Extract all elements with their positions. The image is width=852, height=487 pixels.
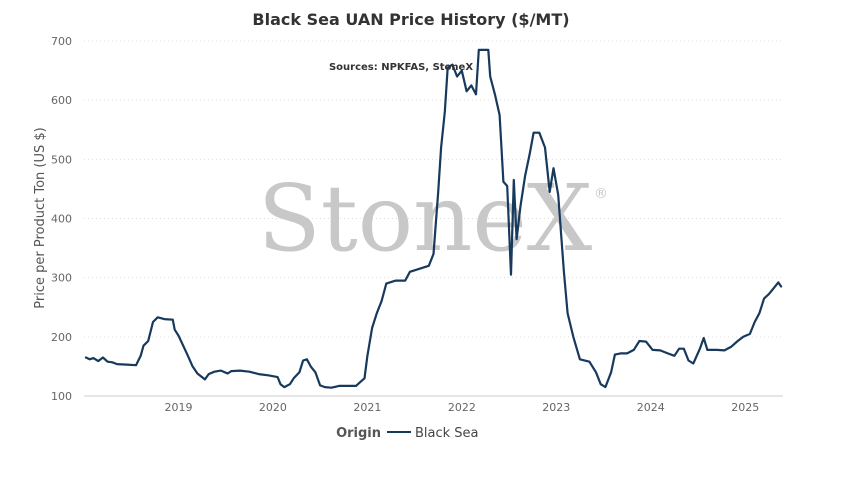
legend-item-black-sea[interactable]: Black Sea bbox=[415, 426, 479, 441]
x-tick-label: 2025 bbox=[731, 401, 759, 414]
y-tick-label: 200 bbox=[51, 331, 72, 344]
legend-title: Origin bbox=[336, 426, 381, 441]
y-tick-label: 300 bbox=[51, 272, 72, 285]
x-tick-label: 2022 bbox=[448, 401, 476, 414]
series-line-black-sea[interactable] bbox=[84, 48, 783, 389]
x-tick-label: 2024 bbox=[637, 401, 665, 414]
chart-title: Black Sea UAN Price History ($/MT) bbox=[252, 10, 569, 29]
series-layer bbox=[84, 48, 783, 389]
watermark-text: StoneX bbox=[258, 165, 593, 272]
x-tick-label: 2023 bbox=[542, 401, 570, 414]
legend[interactable]: Origin Black Sea bbox=[336, 426, 478, 441]
y-tick-label: 500 bbox=[51, 153, 72, 166]
grid bbox=[84, 40, 783, 397]
x-tick-label: 2019 bbox=[164, 401, 192, 414]
chart-subtitle: Sources: NPKFAS, StoneX bbox=[329, 62, 473, 73]
y-tick-label: 400 bbox=[51, 213, 72, 226]
y-tick-label: 600 bbox=[51, 94, 72, 107]
watermark-registered-mark: ® bbox=[594, 186, 608, 202]
y-tick-label: 100 bbox=[51, 390, 72, 403]
y-axis-ticks: 100 200 300 400 500 600 700 bbox=[51, 35, 72, 403]
y-tick-label: 700 bbox=[51, 35, 72, 48]
y-axis-label: Price per Product Ton (US $) bbox=[33, 127, 48, 308]
x-axis-ticks: 2019 2020 2021 2022 2023 2024 2025 bbox=[164, 401, 759, 414]
watermark: StoneX ® bbox=[258, 165, 608, 272]
x-tick-label: 2020 bbox=[259, 401, 287, 414]
x-tick-label: 2021 bbox=[353, 401, 381, 414]
